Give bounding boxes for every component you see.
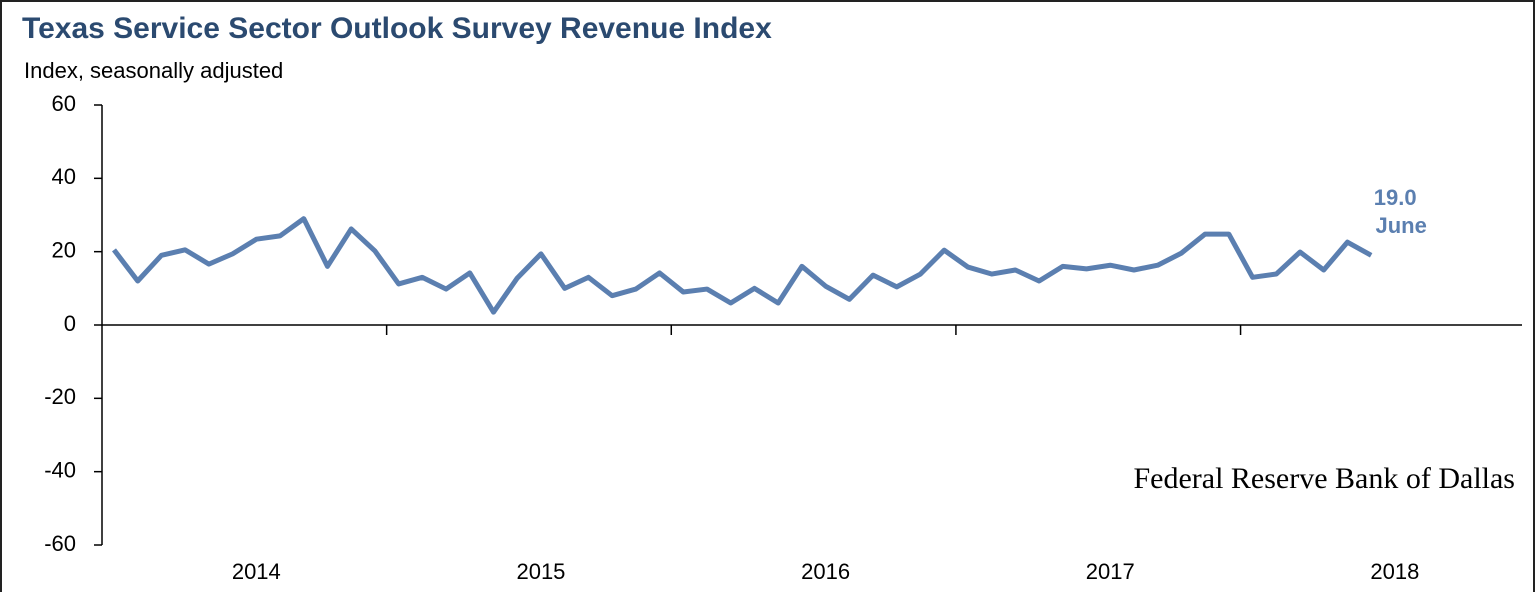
y-tick-label: 40 bbox=[52, 164, 76, 189]
y-tick-label: 0 bbox=[64, 311, 76, 336]
x-tick-label: 2017 bbox=[1086, 559, 1135, 584]
chart-title: Texas Service Sector Outlook Survey Reve… bbox=[22, 12, 772, 45]
y-tick-label: -20 bbox=[44, 384, 76, 409]
x-tick-label: 2014 bbox=[232, 559, 281, 584]
subtitle: Index, seasonally adjusted bbox=[24, 58, 283, 83]
x-tick-label: 2016 bbox=[801, 559, 850, 584]
y-tick-label: 20 bbox=[52, 237, 76, 262]
annotation: June bbox=[1375, 213, 1426, 238]
x-tick-label: 2018 bbox=[1370, 559, 1419, 584]
annotation: 19.0 bbox=[1374, 185, 1417, 210]
y-tick-label: 60 bbox=[52, 91, 76, 116]
y-tick-label: -60 bbox=[44, 531, 76, 556]
source: Federal Reserve Bank of Dallas bbox=[1133, 462, 1515, 495]
y-tick-label: -40 bbox=[44, 457, 76, 482]
x-tick-label: 2015 bbox=[516, 559, 565, 584]
series-line bbox=[112, 216, 1373, 315]
